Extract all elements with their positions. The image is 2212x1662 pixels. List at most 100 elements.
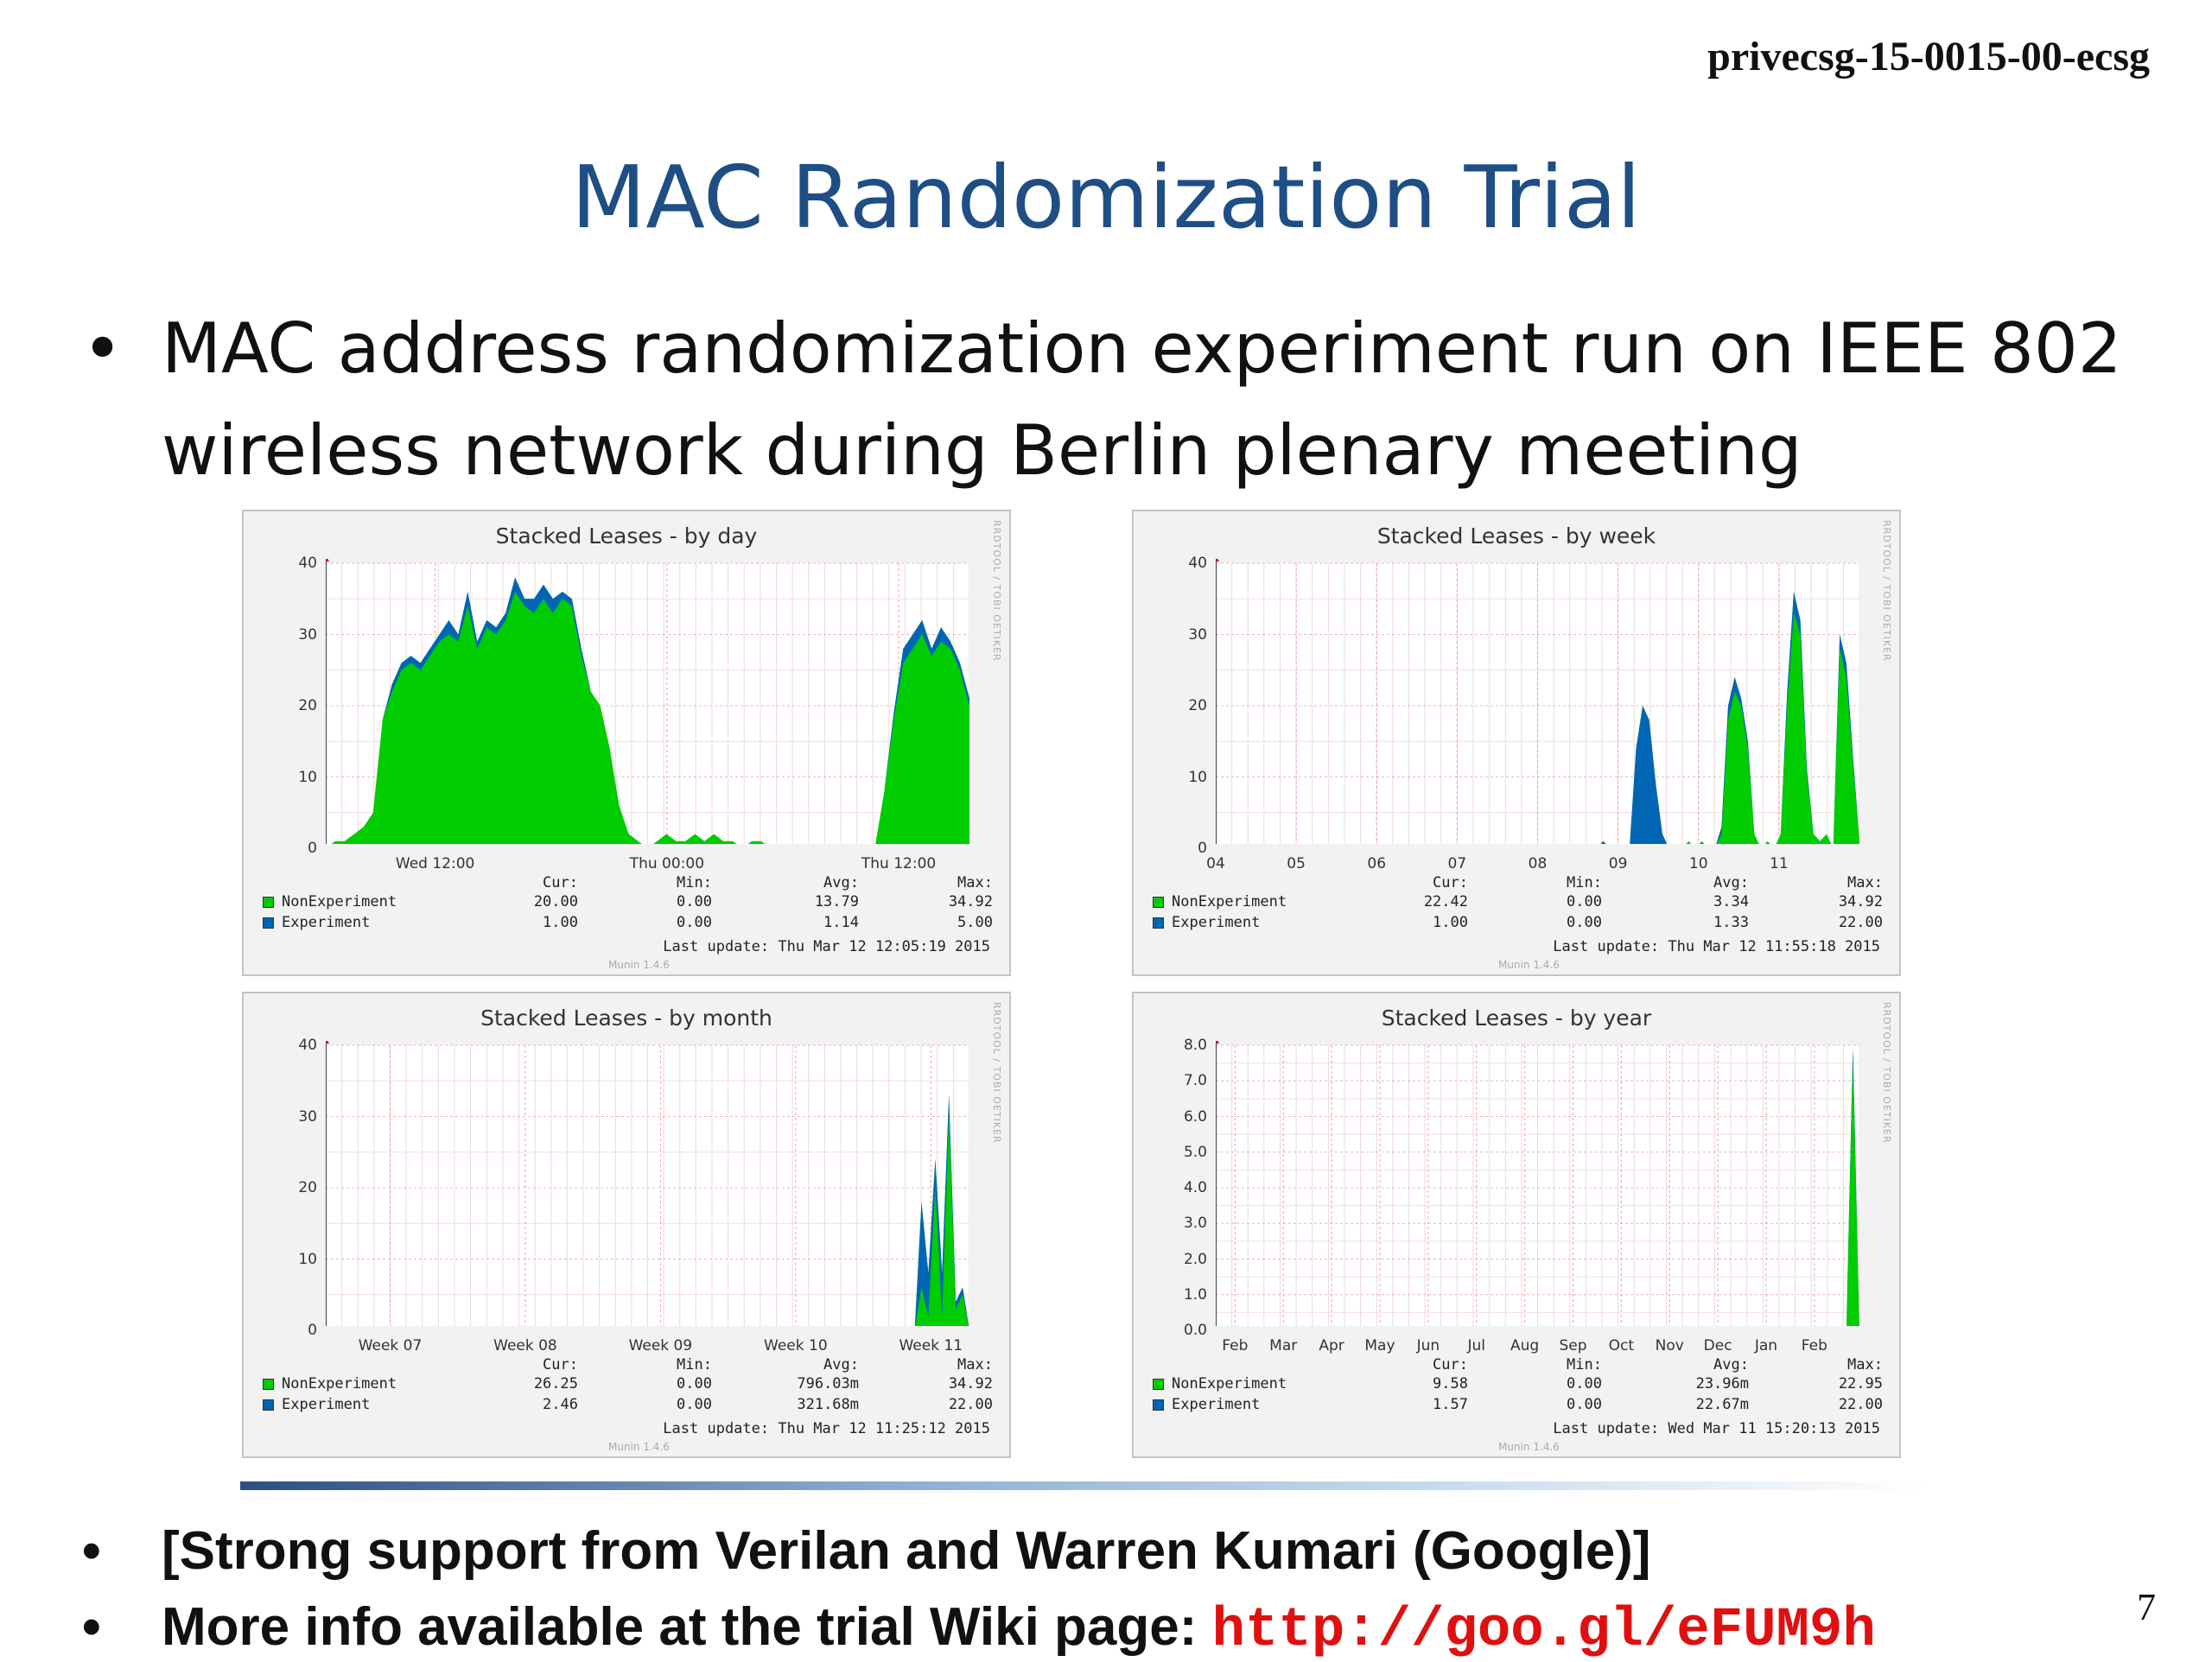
y-tick-label: 8.0 [1183, 1037, 1207, 1054]
chart-panel-week: Stacked Leases - by week RRDTOOL / TOBI O… [1132, 510, 1901, 976]
x-tick-label: 11 [1770, 855, 1789, 872]
legend-series-name: Experiment [1172, 914, 1261, 931]
x-tick-label: Jul [1467, 1337, 1485, 1354]
y-tick-label: 0 [308, 1322, 317, 1339]
legend-header-avg: Avg: [1713, 874, 1749, 891]
x-tick-label: Week 10 [764, 1337, 828, 1354]
legend-header-min: Min: [677, 1356, 712, 1373]
support-text: [Strong support from Verilan and Warren … [162, 1521, 1651, 1581]
legend-header-cur: Cur: [1433, 1356, 1468, 1373]
y-tick-label: 6.0 [1183, 1107, 1207, 1126]
legend-header-max: Max: [957, 874, 993, 891]
chart-legend: Cur: Min: Avg: Max: NonExperiment 26.25 0.00 79… [263, 1356, 997, 1453]
legend-value-avg: 1.33 [1713, 914, 1749, 931]
legend-header-cur: Cur: [1433, 874, 1468, 891]
y-tick-label: 7.0 [1183, 1072, 1207, 1090]
y-tick-label: 0 [308, 840, 317, 857]
series-experiment-area [914, 1094, 969, 1326]
y-tick-label: 2.0 [1183, 1250, 1207, 1268]
bullet-dot: • [82, 1521, 101, 1581]
charts-grid: Stacked Leases - by day RRDTOOL / TOBI OE… [242, 510, 1931, 1481]
legend-value-avg: 1.14 [823, 914, 859, 931]
legend-value-max: 34.92 [1838, 893, 1883, 910]
legend-value-min: 0.00 [677, 1375, 712, 1392]
last-update: Last update: Wed Mar 11 15:20:13 2015 [1553, 1420, 1880, 1437]
chart-plot-area [1216, 1041, 1859, 1326]
rrdtool-tag: RRDTOOL / TOBI OETIKER [991, 520, 1002, 662]
legend-value-avg: 22.67m [1695, 1396, 1749, 1413]
x-tick-label: 05 [1287, 855, 1306, 872]
chart-legend: Cur: Min: Avg: Max: NonExperiment 20.00 0.00 13… [263, 874, 997, 971]
legend-swatch [263, 897, 274, 908]
x-tick-label: Thu 12:00 [861, 855, 937, 872]
legend-header-min: Min: [677, 874, 712, 891]
x-tick-label: Jan [1754, 1337, 1778, 1354]
legend-row: Experiment 1.57 0.00 22.67m 22.00 [1153, 1396, 1887, 1417]
series-nonexperiment-area [1846, 1049, 1859, 1326]
legend-header: Cur: Min: Avg: Max: [263, 874, 997, 895]
bullet-dot: • [82, 1597, 101, 1657]
wiki-link[interactable]: http://goo.gl/eFUM9h [1211, 1600, 1876, 1662]
y-tick-label: 30 [298, 625, 317, 644]
y-tick-label: 20 [298, 697, 317, 714]
series-nonexperiment-area [331, 577, 969, 844]
munin-version: Munin 1.4.6 [1498, 1441, 1560, 1453]
legend-value-avg: 3.34 [1713, 893, 1749, 910]
munin-version: Munin 1.4.6 [1498, 959, 1560, 971]
legend-header-cur: Cur: [543, 874, 578, 891]
legend-swatch [1153, 1379, 1164, 1390]
legend-row: Experiment 1.00 0.00 1.33 22.00 [1153, 914, 1887, 935]
legend-value-cur: 22.42 [1423, 893, 1468, 910]
y-tick-label: 30 [298, 1107, 317, 1126]
legend-row: NonExperiment 20.00 0.00 13.79 34.92 [263, 893, 997, 914]
rrdtool-tag: RRDTOOL / TOBI OETIKER [1881, 1002, 1892, 1144]
series-nonexperiment-area [1600, 592, 1859, 844]
bullet-dot: • [82, 308, 124, 389]
legend-value-cur: 26.25 [533, 1375, 578, 1392]
legend-row: NonExperiment 22.42 0.00 3.34 34.92 [1153, 893, 1887, 914]
y-tick-label: 1.0 [1183, 1285, 1207, 1304]
y-tick-label: 0.0 [1183, 1322, 1207, 1339]
chart-title: Stacked Leases - by month [480, 1005, 772, 1031]
legend-value-cur: 2.46 [543, 1396, 578, 1413]
chart-plot-area [326, 1041, 969, 1326]
y-tick-label: 10 [298, 768, 317, 786]
legend-series-name: NonExperiment [282, 1375, 397, 1392]
legend-value-min: 0.00 [677, 1396, 712, 1413]
chart-title: Stacked Leases - by year [1381, 1005, 1652, 1031]
legend-swatch [1153, 897, 1164, 908]
wiki-text: More info available at the trial Wiki pa… [162, 1596, 1876, 1662]
x-tick-label: Feb [1222, 1337, 1249, 1354]
x-tick-label: 09 [1608, 855, 1628, 872]
legend-value-avg: 321.68m [797, 1396, 859, 1413]
legend-header-max: Max: [1847, 874, 1883, 891]
legend-series-name: Experiment [1172, 1396, 1261, 1413]
chart-legend: Cur: Min: Avg: Max: NonExperiment 9.58 0.00 23.… [1153, 1356, 1887, 1453]
legend-row: Experiment 1.00 0.00 1.14 5.00 [263, 914, 997, 935]
x-tick-label: Jun [1416, 1337, 1440, 1354]
page-number: 7 [2137, 1586, 2156, 1628]
last-update: Last update: Thu Mar 12 12:05:19 2015 [663, 938, 990, 955]
x-tick-label: Aug [1510, 1337, 1540, 1354]
legend-value-min: 0.00 [677, 914, 712, 931]
legend-header-avg: Avg: [823, 1356, 859, 1373]
y-tick-label: 0 [1198, 840, 1207, 857]
last-update: Last update: Thu Mar 12 11:55:18 2015 [1553, 938, 1880, 955]
legend-header-avg: Avg: [823, 874, 859, 891]
wiki-label: More info available at the trial Wiki pa… [162, 1597, 1212, 1657]
x-tick-label: Dec [1703, 1337, 1732, 1354]
y-axis-arrow [326, 559, 329, 561]
last-update: Last update: Thu Mar 12 11:25:12 2015 [663, 1420, 990, 1437]
legend-header-avg: Avg: [1713, 1356, 1749, 1373]
chart-plot-area [1216, 559, 1859, 844]
legend-series-name: Experiment [282, 1396, 371, 1413]
y-tick-label: 40 [298, 555, 317, 572]
x-tick-label: Mar [1269, 1337, 1298, 1354]
legend-value-max: 34.92 [948, 893, 993, 910]
x-tick-label: Week 07 [358, 1337, 423, 1354]
y-tick-label: 30 [1188, 625, 1207, 644]
chart-plot-area [326, 559, 969, 844]
legend-value-cur: 9.58 [1433, 1375, 1468, 1392]
y-axis-arrow [1216, 1041, 1219, 1044]
legend-header-max: Max: [957, 1356, 993, 1373]
